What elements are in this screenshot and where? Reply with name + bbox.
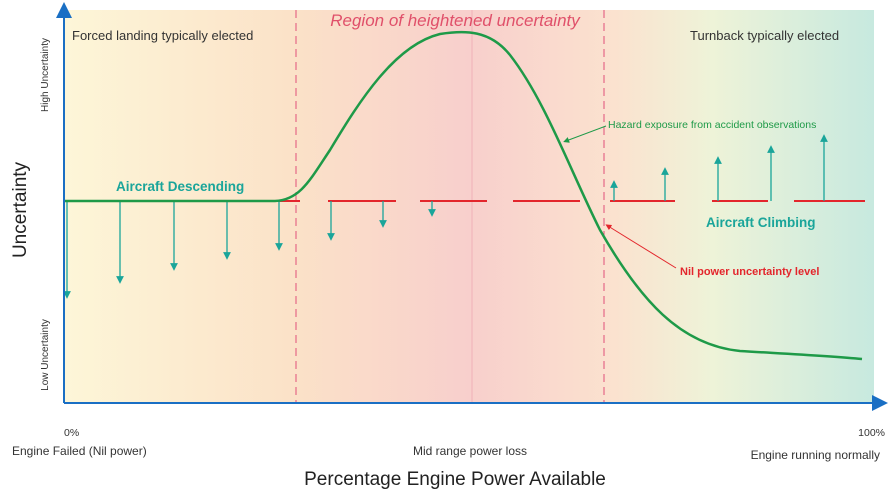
nil-label: Nil power uncertainty level	[680, 266, 819, 278]
background	[64, 10, 874, 403]
hazard-curve	[64, 30, 863, 361]
zone-label: Turnback typically elected	[690, 28, 839, 43]
climb-arrows	[610, 134, 828, 201]
hazard-pointer	[563, 125, 607, 143]
climbing-label: Aircraft Climbing	[706, 215, 816, 230]
x-mid-label: Mid range power loss	[413, 444, 527, 458]
descending-label: Aircraft Descending	[116, 179, 244, 194]
x-end: 100%	[858, 427, 885, 439]
x-start-label: Engine Failed (Nil power)	[12, 444, 147, 458]
nil-pointer	[605, 224, 677, 269]
y-high-label: High Uncertainty	[40, 38, 51, 112]
descent-arrows	[63, 201, 436, 299]
y-low-label: Low Uncertainty	[40, 319, 51, 391]
x-start: 0%	[64, 427, 79, 439]
y-axis-title: Uncertainty	[10, 161, 31, 258]
x-axis-title: Percentage Engine Power Available	[304, 469, 606, 490]
title: Region of heightened uncertainty	[330, 11, 581, 30]
zone-label: Forced landing typically elected	[72, 28, 253, 43]
x-end-label: Engine running normally	[751, 448, 880, 462]
hazard-label: Hazard exposure from accident observatio…	[608, 119, 816, 131]
